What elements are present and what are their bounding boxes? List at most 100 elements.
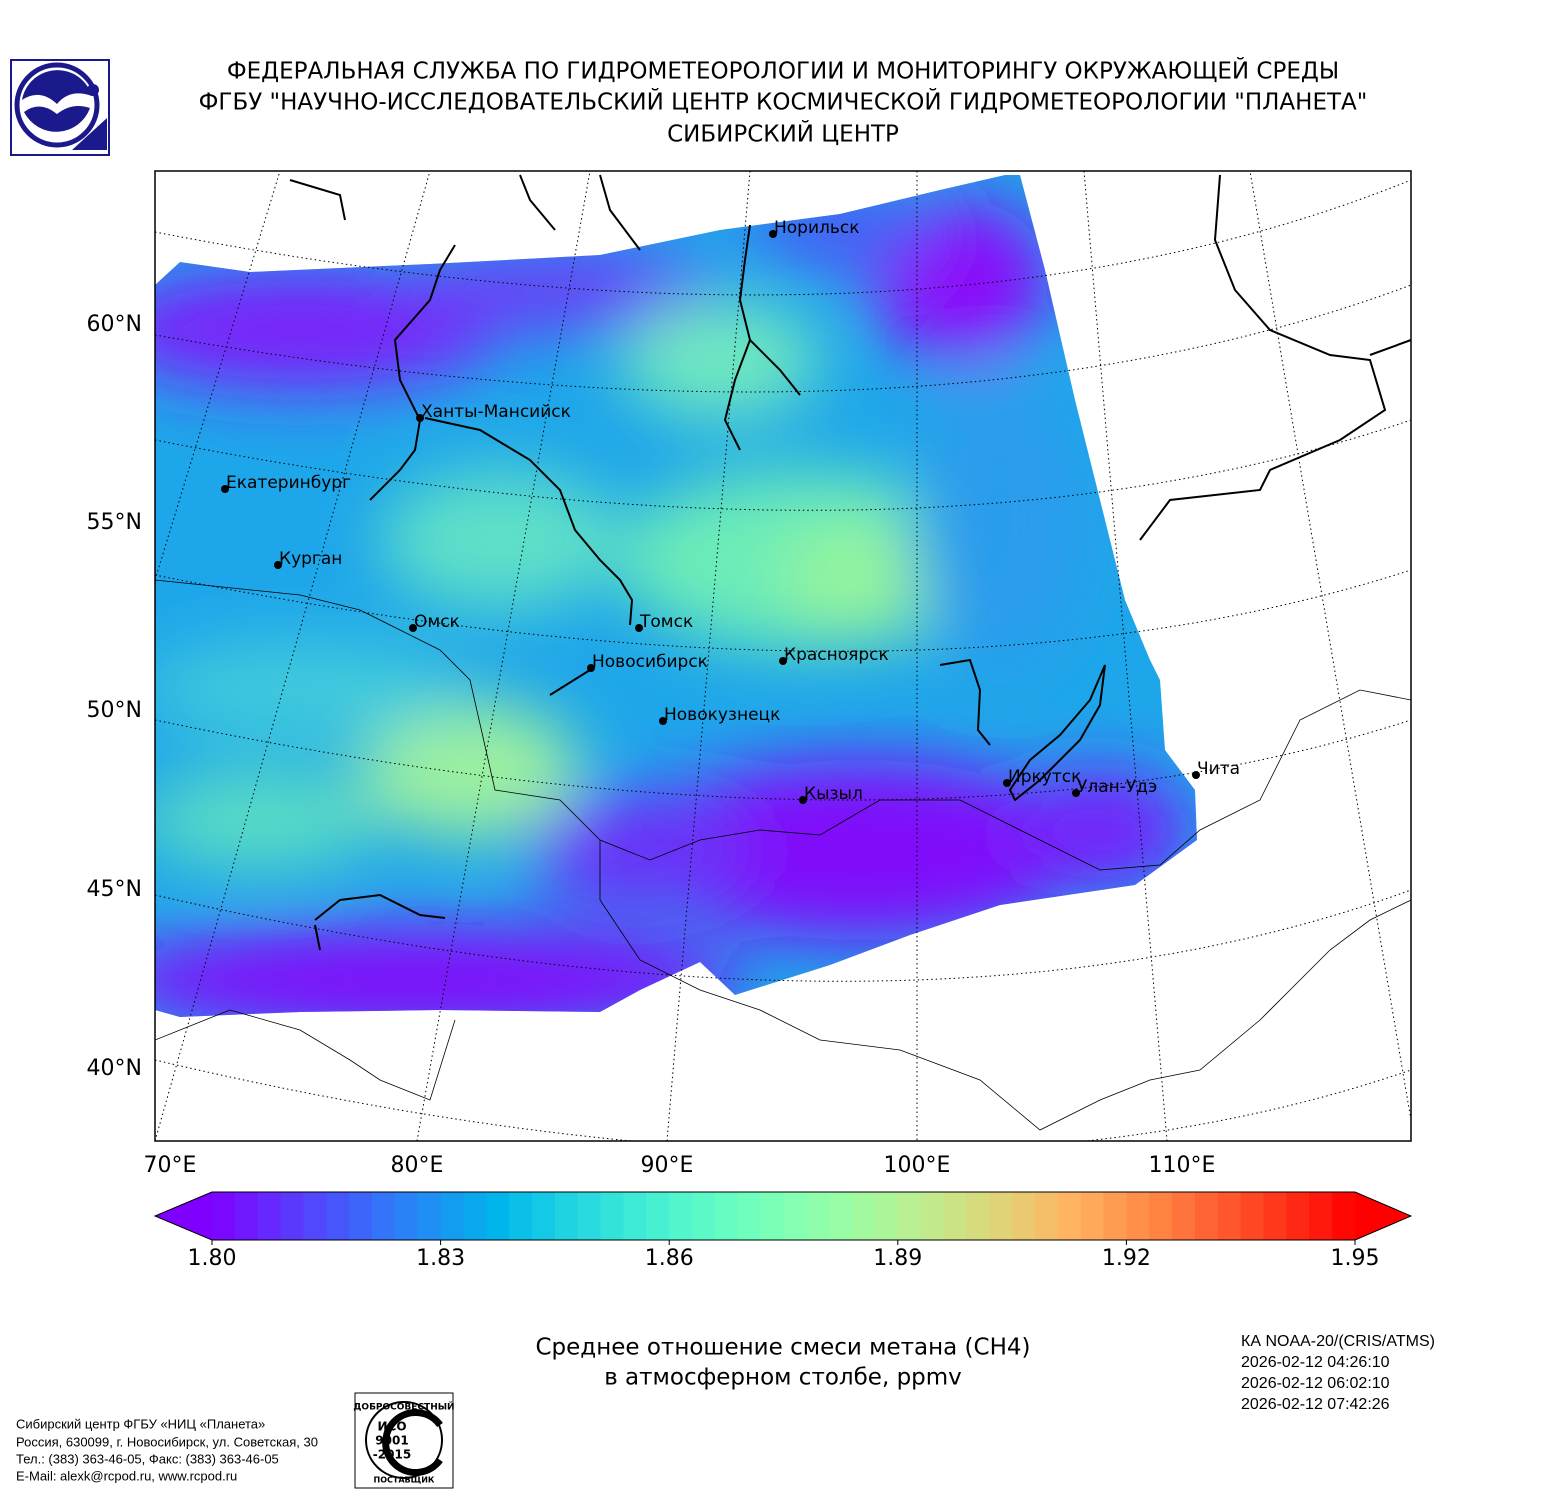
lat-tick-label: 40°N bbox=[87, 1056, 142, 1081]
colorbar-segment bbox=[1149, 1192, 1173, 1240]
colorbar-segment bbox=[417, 1192, 442, 1240]
city-dot bbox=[587, 664, 595, 672]
city-label: Курган bbox=[279, 549, 342, 569]
colorbar-segment bbox=[1126, 1192, 1150, 1240]
footer-line: Тел.: (383) 363-46-05, Факс: (383) 363-4… bbox=[16, 1451, 279, 1466]
colorbar-tick-label: 1.80 bbox=[188, 1246, 237, 1271]
city-dot bbox=[416, 414, 424, 422]
city-dot bbox=[635, 624, 643, 632]
cert-top: ДОБРОСОВЕСТНЫЙ bbox=[353, 1401, 454, 1413]
colorbar-segment bbox=[463, 1192, 487, 1240]
lon-tick-label: 100°E bbox=[884, 1153, 951, 1178]
colorbar-segment bbox=[1286, 1192, 1310, 1240]
colorbar-segment bbox=[943, 1192, 967, 1240]
footer-line: E-Mail: alexk@rcpod.ru, www.rcpod.ru bbox=[16, 1468, 237, 1483]
city-label: Томск bbox=[639, 612, 693, 632]
header-line: ФГБУ "НАУЧНО-ИССЛЕДОВАТЕЛЬСКИЙ ЦЕНТР КОС… bbox=[199, 88, 1368, 116]
city-label: Норильск bbox=[774, 218, 860, 238]
colorbar-segment bbox=[600, 1192, 625, 1240]
city-dot bbox=[769, 230, 777, 238]
city-label: Иркутск bbox=[1008, 767, 1081, 787]
cert-mark: 9001 bbox=[375, 1434, 408, 1448]
colorbar-segment bbox=[852, 1192, 876, 1240]
colorbar-segment bbox=[783, 1192, 807, 1240]
colorbar-segment bbox=[440, 1192, 465, 1240]
colorbar-segment bbox=[829, 1192, 853, 1240]
city-label: Улан-Удэ bbox=[1077, 777, 1157, 797]
colorbar-segment bbox=[897, 1192, 922, 1240]
city-label: Кызыл bbox=[804, 784, 863, 804]
lon-tick-label: 110°E bbox=[1149, 1153, 1216, 1178]
colorbar-segment bbox=[1012, 1192, 1036, 1240]
colorbar-segment bbox=[737, 1192, 762, 1240]
city-label: Чита bbox=[1197, 759, 1240, 779]
colorbar-segment bbox=[806, 1192, 830, 1240]
city-label: Красноярск bbox=[784, 645, 889, 665]
colorbar-segment bbox=[920, 1192, 945, 1240]
colorbar-segment bbox=[326, 1192, 350, 1240]
colorbar-tick-label: 1.92 bbox=[1102, 1246, 1151, 1271]
footer-line: Россия, 630099, г. Новосибирск, ул. Сове… bbox=[16, 1434, 318, 1449]
city-label: Омск bbox=[414, 612, 460, 632]
colorbar-segment bbox=[509, 1192, 533, 1240]
colorbar-segment bbox=[1172, 1192, 1196, 1240]
lon-tick-label: 70°E bbox=[144, 1153, 197, 1178]
map-title: в атмосферном столбе, ppmv bbox=[604, 1365, 962, 1391]
colorbar-segment bbox=[989, 1192, 1013, 1240]
city-label: Новосибирск bbox=[592, 652, 708, 672]
city-dot bbox=[221, 485, 229, 493]
footer-line: Сибирский центр ФГБУ «НИЦ «Планета» bbox=[16, 1416, 265, 1431]
methane-field bbox=[155, 175, 1197, 1017]
colorbar-segment bbox=[554, 1192, 579, 1240]
map: Норильск Ханты-Мансийск Екатеринбург Курган… bbox=[155, 171, 1411, 1141]
lat-tick-label: 55°N bbox=[87, 510, 142, 535]
city-label: Ханты-Мансийск bbox=[421, 402, 571, 422]
city-dot bbox=[1003, 779, 1011, 787]
map-title: Среднее отношение смеси метана (CH4) bbox=[535, 1335, 1030, 1361]
satellite-time: 2026-02-12 07:42:26 bbox=[1241, 1396, 1390, 1413]
colorbar: 1.80 1.83 1.86 1.89 1.92 1.95 bbox=[153, 1191, 1413, 1271]
colorbar-segment bbox=[714, 1192, 739, 1240]
colorbar-segment bbox=[1217, 1192, 1242, 1240]
colorbar-segment bbox=[1080, 1192, 1105, 1240]
colorbar-segment bbox=[234, 1192, 259, 1240]
colorbar-tick-label: 1.89 bbox=[873, 1246, 922, 1271]
city-dot bbox=[1072, 789, 1080, 797]
colorbar-tick-label: 1.86 bbox=[645, 1246, 694, 1271]
colorbar-segment bbox=[1263, 1192, 1288, 1240]
city-dot bbox=[779, 657, 787, 665]
city-markers: Норильск Ханты-Мансийск Екатеринбург Курган… bbox=[221, 218, 1240, 804]
map-axes: 60°N 55°N 50°N 45°N 40°N 70°E 80°E 90°E 100°E 110… bbox=[87, 312, 1216, 1178]
city-label: Екатеринбург bbox=[226, 473, 351, 493]
colorbar-extend bbox=[1355, 1192, 1411, 1240]
colorbar-segment bbox=[1034, 1192, 1059, 1240]
colorbar-segment bbox=[394, 1192, 419, 1240]
header-line: ФЕДЕРАЛЬНАЯ СЛУЖБА ПО ГИДРОМЕТЕОРОЛОГИИ … bbox=[227, 57, 1339, 85]
colorbar-segment bbox=[760, 1192, 785, 1240]
city-dot bbox=[274, 561, 282, 569]
lon-tick-label: 80°E bbox=[391, 1153, 444, 1178]
colorbar-segment bbox=[1057, 1192, 1082, 1240]
lat-tick-label: 60°N bbox=[87, 312, 142, 337]
colorbar-segment bbox=[1194, 1192, 1219, 1240]
colorbar-segment bbox=[1240, 1192, 1265, 1240]
colorbar-segment bbox=[280, 1192, 305, 1240]
satellite-time: 2026-02-12 06:02:10 bbox=[1241, 1375, 1390, 1392]
colorbar-segment bbox=[486, 1192, 510, 1240]
colorbar-segment bbox=[874, 1192, 899, 1240]
colorbar-segment bbox=[372, 1192, 396, 1240]
cert-mark: -2015 bbox=[373, 1448, 411, 1462]
map-frame bbox=[154, 170, 1412, 1142]
cert-bottom: ПОСТАВЩИК bbox=[374, 1476, 435, 1485]
satellite-instrument: КА NOAA-20/(CRIS/ATMS) bbox=[1241, 1333, 1435, 1350]
colorbar-segment bbox=[532, 1192, 556, 1240]
certificate: ДОБРОСОВЕСТНЫЙ ИСО 9001 -2015 ПОСТАВЩИК bbox=[353, 1392, 455, 1489]
lat-tick-label: 45°N bbox=[87, 877, 142, 902]
colorbar-segment bbox=[303, 1192, 327, 1240]
satellite-time: 2026-02-12 04:26:10 bbox=[1241, 1354, 1390, 1371]
city-label: Новокузнецк bbox=[664, 705, 780, 725]
colorbar-segment bbox=[623, 1192, 647, 1240]
colorbar-segment bbox=[349, 1192, 373, 1240]
header-line: СИБИРСКИЙ ЦЕНТР bbox=[667, 120, 899, 148]
